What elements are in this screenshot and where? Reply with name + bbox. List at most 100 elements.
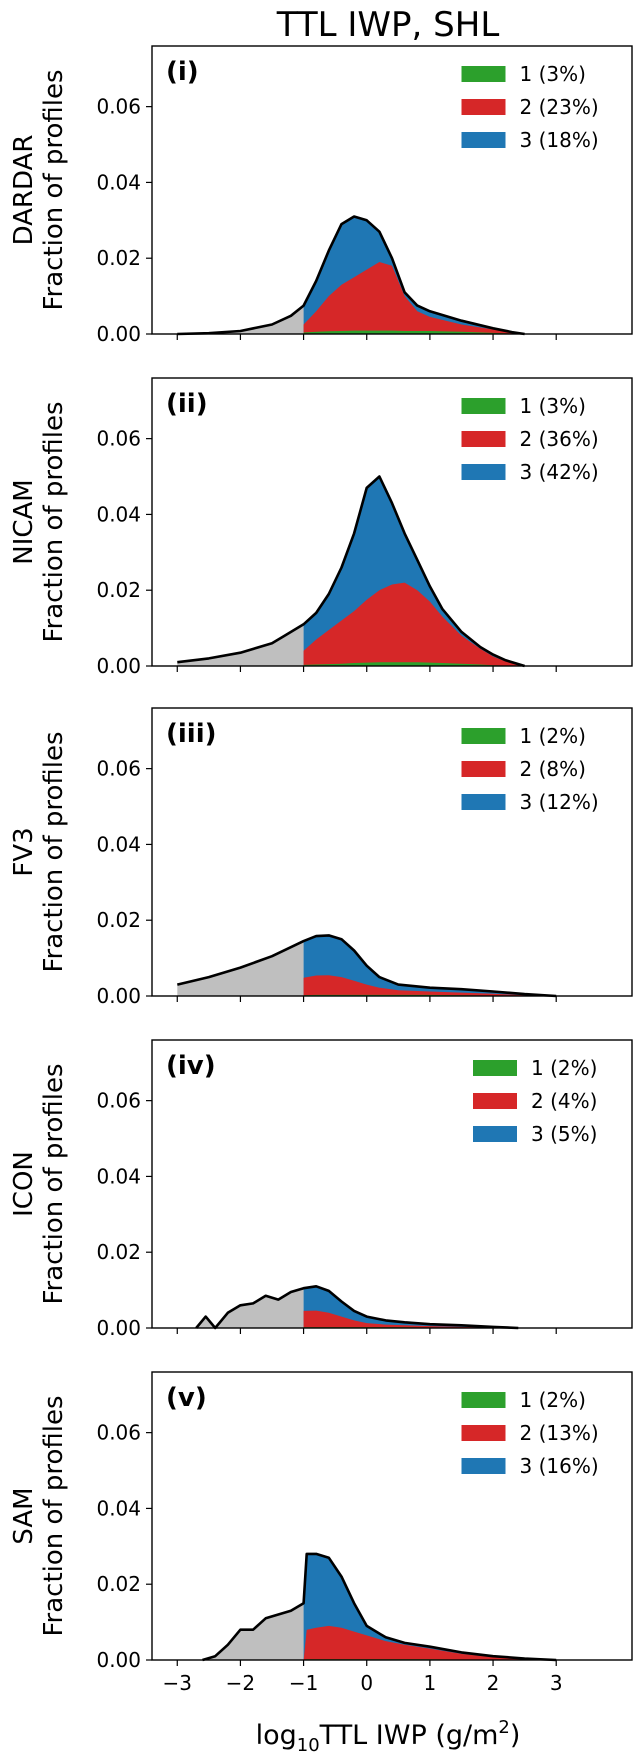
y-tick-label: 0.04: [96, 502, 141, 526]
legend-entry-1: 1 (3%): [520, 62, 586, 86]
axes-frame: [151, 1039, 633, 1329]
legend-swatch-2: [473, 1093, 517, 1109]
axes-frame: [151, 707, 633, 997]
class-2-area: [303, 582, 525, 666]
legend-entry-1: 1 (3%): [520, 394, 586, 418]
y-axis-model-label: FV3: [9, 827, 39, 876]
legend-swatch-1: [461, 66, 506, 82]
y-tick-label: 0.02: [96, 1240, 141, 1264]
legend-swatch-3: [461, 1458, 506, 1474]
class-2-area: [303, 1310, 519, 1328]
legend-entry-2: 2 (23%): [520, 95, 599, 119]
y-tick-label: 0.00: [96, 984, 141, 1008]
total-outline: [195, 1285, 519, 1330]
class-3-area: [303, 935, 557, 996]
legend-entry-1: 1 (2%): [520, 724, 586, 748]
legend-swatch-1: [461, 728, 506, 744]
y-tick-label: 0.06: [96, 427, 141, 451]
x-tick-label: −1: [289, 1671, 318, 1695]
legend-swatch-2: [461, 761, 506, 777]
legend-entry-3: 3 (42%): [520, 460, 599, 484]
y-tick-label: 0.02: [96, 578, 141, 602]
panel-label: (iii): [166, 719, 217, 749]
class-1-area: [303, 330, 525, 334]
class-1-area: [303, 662, 525, 666]
axes-frame: [151, 1371, 633, 1661]
y-tick-label: 0.02: [96, 1572, 141, 1596]
legend-entry-2: 2 (8%): [520, 757, 586, 781]
x-tick-label: −3: [163, 1671, 192, 1695]
panel-3: 0.00 0.02 0.04 0.06 FV3 Fraction of profiles (…: [9, 707, 633, 1008]
legend-entry-1: 1 (2%): [531, 1056, 597, 1080]
panel-label: (ii): [166, 389, 208, 419]
y-axis-model-label: ICON: [9, 1151, 39, 1217]
y-tick-label: 0.06: [96, 1421, 141, 1445]
total-outline: [177, 215, 525, 336]
y-tick-label: 0.06: [96, 95, 141, 119]
legend-swatch-3: [473, 1126, 517, 1142]
y-tick-label: 0.02: [96, 246, 141, 270]
y-tick-label: 0.06: [96, 1089, 141, 1113]
legend-entry-3: 3 (5%): [531, 1122, 597, 1146]
legend-entry-2: 2 (13%): [520, 1421, 599, 1445]
y-tick-label: 0.00: [96, 322, 141, 346]
legend-swatch-3: [461, 794, 506, 810]
panel-1: 0.00 0.02 0.04 0.06 DARDAR Fraction of profil…: [9, 45, 633, 346]
axes-frame: [151, 377, 633, 667]
class-3-area: [303, 1286, 519, 1328]
legend-swatch-2: [461, 1425, 506, 1441]
class-2-area: [303, 262, 525, 334]
x-tick-label: −2: [226, 1671, 255, 1695]
axes-frame: [151, 45, 633, 335]
panel-label: (iv): [166, 1051, 216, 1081]
panel-label: (i): [166, 57, 199, 87]
panel-label: (v): [166, 1383, 207, 1413]
legend-swatch-3: [461, 464, 506, 480]
y-axis-model-label: SAM: [9, 1487, 39, 1544]
y-tick-label: 0.06: [96, 757, 141, 781]
y-tick-label: 0.02: [96, 908, 141, 932]
x-tick-label: 2: [487, 1671, 500, 1695]
legend-entry-3: 3 (12%): [520, 790, 599, 814]
legend-entry-2: 2 (4%): [531, 1089, 597, 1113]
class-2-area: [303, 1625, 557, 1660]
legend-entry-3: 3 (16%): [520, 1454, 599, 1478]
x-tick-label: 0: [360, 1671, 373, 1695]
legend-swatch-1: [461, 398, 506, 414]
y-axis-label: Fraction of profiles: [39, 731, 69, 972]
class-3-area: [303, 1553, 557, 1660]
panel-5: 0.00 0.02 0.04 0.06 −3 −2 −1 0 1 2 3 SAM Fraction of…: [9, 1371, 633, 1695]
total-outline: [177, 475, 525, 668]
panel-4: 0.00 0.02 0.04 0.06 ICON Fraction of profiles…: [9, 1039, 633, 1340]
below-threshold-area: [196, 1288, 304, 1328]
figure-title: TTL IWP, SHL: [276, 5, 500, 45]
x-tick-label: 3: [550, 1671, 563, 1695]
y-axis-model-label: DARDAR: [9, 135, 39, 246]
y-tick-label: 0.04: [96, 832, 141, 856]
x-axis-label: log10TTL IWP (g/m2): [256, 1717, 521, 1756]
panel-2: 0.00 0.02 0.04 0.06 NICAM Fraction of profile…: [9, 377, 633, 678]
legend-entry-2: 2 (36%): [520, 427, 599, 451]
legend-entry-1: 1 (2%): [520, 1388, 586, 1412]
x-tick-label: 1: [424, 1671, 437, 1695]
below-threshold-area: [177, 305, 304, 334]
y-axis-label: Fraction of profiles: [39, 1063, 69, 1304]
y-tick-label: 0.00: [96, 1316, 141, 1340]
y-tick-label: 0.04: [96, 170, 141, 194]
legend-entry-3: 3 (18%): [520, 128, 599, 152]
below-threshold-area: [177, 624, 304, 666]
legend-swatch-1: [461, 1392, 506, 1408]
y-tick-label: 0.00: [96, 1648, 141, 1672]
total-outline: [176, 934, 557, 998]
y-axis-label: Fraction of profiles: [39, 69, 69, 310]
legend-swatch-2: [461, 431, 506, 447]
y-axis-model-label: NICAM: [9, 479, 39, 565]
class-2-area: [303, 975, 557, 996]
legend-swatch-2: [461, 99, 506, 115]
y-axis-label: Fraction of profiles: [39, 401, 69, 642]
legend-swatch-3: [461, 132, 506, 148]
y-axis-label: Fraction of profiles: [39, 1395, 69, 1636]
y-tick-label: 0.00: [96, 654, 141, 678]
